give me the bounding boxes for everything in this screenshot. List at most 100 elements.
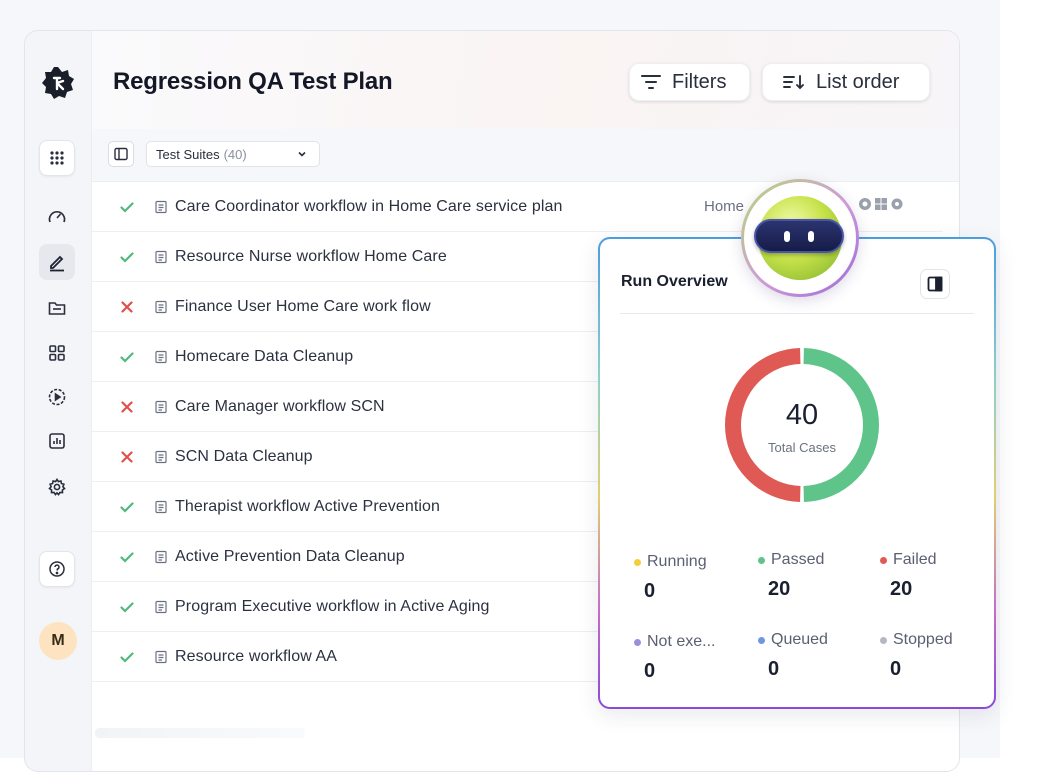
reports-chart-icon[interactable] <box>39 423 75 459</box>
stat-label: Queued <box>758 631 868 649</box>
panel-collapse-icon[interactable] <box>920 269 950 299</box>
modules-grid-icon[interactable] <box>39 335 75 371</box>
stat-value: 20 <box>768 578 791 600</box>
check-icon <box>120 550 134 564</box>
settings-gear-icon[interactable] <box>39 469 75 505</box>
brand-logo-icon[interactable] <box>40 65 76 101</box>
test-case-name: Program Executive workflow in Active Agi… <box>175 597 490 615</box>
stat-value: 20 <box>890 578 913 600</box>
edit-pen-icon[interactable] <box>39 244 75 280</box>
test-case-row[interactable]: SCN Data Cleanup <box>92 432 943 482</box>
test-case-name: SCN Data Cleanup <box>175 447 313 465</box>
test-case-name: Resource workflow AA <box>175 647 338 665</box>
ai-assistant-bot-icon[interactable] <box>741 179 859 297</box>
help-icon[interactable] <box>39 551 75 587</box>
status-dot <box>880 636 887 644</box>
stat-value: 0 <box>644 580 656 602</box>
test-case-tag: Home <box>704 198 745 215</box>
check-icon <box>120 650 134 664</box>
bot-visor <box>754 219 844 253</box>
run-overview-title: Run Overview <box>621 273 728 290</box>
test-case-name: Therapist workflow Active Prevention <box>175 497 441 515</box>
toolbar: Test Suites (40) <box>92 129 959 182</box>
test-case-list: Care Coordinator workflow in Home Care s… <box>92 182 943 682</box>
check-icon <box>120 200 134 214</box>
status-dot <box>758 556 765 564</box>
bot-eye <box>808 231 814 242</box>
filters-button[interactable]: Filters <box>629 63 750 101</box>
stat-label: Failed <box>880 551 990 569</box>
test-suites-label: Test Suites <box>156 146 220 162</box>
test-case-row[interactable]: Resource workflow AA <box>92 632 943 682</box>
check-icon <box>120 250 134 264</box>
test-suites-select[interactable]: Test Suites (40) <box>146 141 320 167</box>
page-header: Regression QA Test Plan Filters List ord… <box>92 31 959 129</box>
run-play-icon[interactable] <box>39 379 75 415</box>
test-case-name: Finance User Home Care work flow <box>175 297 431 315</box>
test-case-name: Homecare Data Cleanup <box>175 347 354 365</box>
test-case-row[interactable]: Therapist workflow Active Prevention <box>92 482 943 532</box>
stat-queued: Queued 0 <box>758 631 868 681</box>
stat-label-text: Failed <box>893 551 937 568</box>
stat-label-text: Running <box>647 553 707 570</box>
page-title: Regression QA Test Plan <box>113 68 393 95</box>
stat-label-text: Not exe... <box>647 633 716 650</box>
chevron-down-icon <box>296 148 308 163</box>
status-dot <box>880 556 887 564</box>
stat-label: Passed <box>758 551 868 569</box>
run-donut-chart <box>725 348 879 502</box>
stat-failed: Failed 20 <box>880 551 990 601</box>
sidebar-panel-toggle-icon[interactable] <box>108 141 134 167</box>
test-case-row[interactable]: Finance User Home Care work flow <box>92 282 943 332</box>
stat-passed: Passed 20 <box>758 551 868 601</box>
stat-label-text: Queued <box>771 631 828 648</box>
windows-os-icon <box>874 197 888 216</box>
list-order-button[interactable]: List order <box>762 63 930 101</box>
test-case-row[interactable]: Resource Nurse workflow Home Care <box>92 232 943 282</box>
test-case-row[interactable]: Program Executive workflow in Active Agi… <box>92 582 943 632</box>
apps-grid-icon[interactable] <box>39 140 75 176</box>
stat-label: Stopped <box>880 631 990 649</box>
folder-icon[interactable] <box>39 290 75 326</box>
close-x-icon <box>120 450 134 464</box>
total-cases-label: Total Cases <box>768 440 836 455</box>
stat-stopped: Stopped 0 <box>880 631 990 681</box>
test-case-name: Active Prevention Data Cleanup <box>175 547 405 565</box>
stat-label-text: Stopped <box>893 631 953 648</box>
stat-value: 0 <box>768 658 780 680</box>
stat-label: Not exe... <box>634 633 744 651</box>
environment-icons <box>858 197 904 216</box>
document-icon <box>154 300 168 314</box>
test-case-row[interactable]: Care Manager workflow SCN <box>92 382 943 432</box>
sort-order-icon <box>782 73 806 91</box>
document-icon <box>154 250 168 264</box>
user-avatar[interactable]: M <box>39 622 77 660</box>
stat-label-text: Passed <box>771 551 825 568</box>
filter-lines-icon <box>640 73 662 91</box>
stat-running: Running 0 <box>634 553 744 603</box>
sidebar: M <box>25 31 91 771</box>
dashboard-gauge-icon[interactable] <box>39 199 75 235</box>
stat-not-exe: Not exe... 0 <box>634 633 744 683</box>
stat-label: Running <box>634 553 744 571</box>
donut-slice-failed <box>725 348 801 502</box>
document-icon <box>154 500 168 514</box>
document-icon <box>154 200 168 214</box>
card-divider <box>620 313 974 314</box>
test-case-name: Care Coordinator workflow in Home Care s… <box>175 197 563 215</box>
document-icon <box>154 550 168 564</box>
status-dot <box>758 636 765 644</box>
test-case-row[interactable]: Care Coordinator workflow in Home Care s… <box>92 182 943 232</box>
bot-eye <box>784 231 790 242</box>
document-icon <box>154 400 168 414</box>
document-icon <box>154 450 168 464</box>
status-dot <box>634 638 641 646</box>
chrome-browser-icon <box>858 197 872 216</box>
document-icon <box>154 350 168 364</box>
test-case-name: Resource Nurse workflow Home Care <box>175 247 447 265</box>
check-icon <box>120 350 134 364</box>
test-case-row[interactable]: Homecare Data Cleanup <box>92 332 943 382</box>
list-item-faded <box>95 728 305 738</box>
test-case-row[interactable]: Active Prevention Data Cleanup <box>92 532 943 582</box>
test-suites-count: (40) <box>223 146 247 162</box>
